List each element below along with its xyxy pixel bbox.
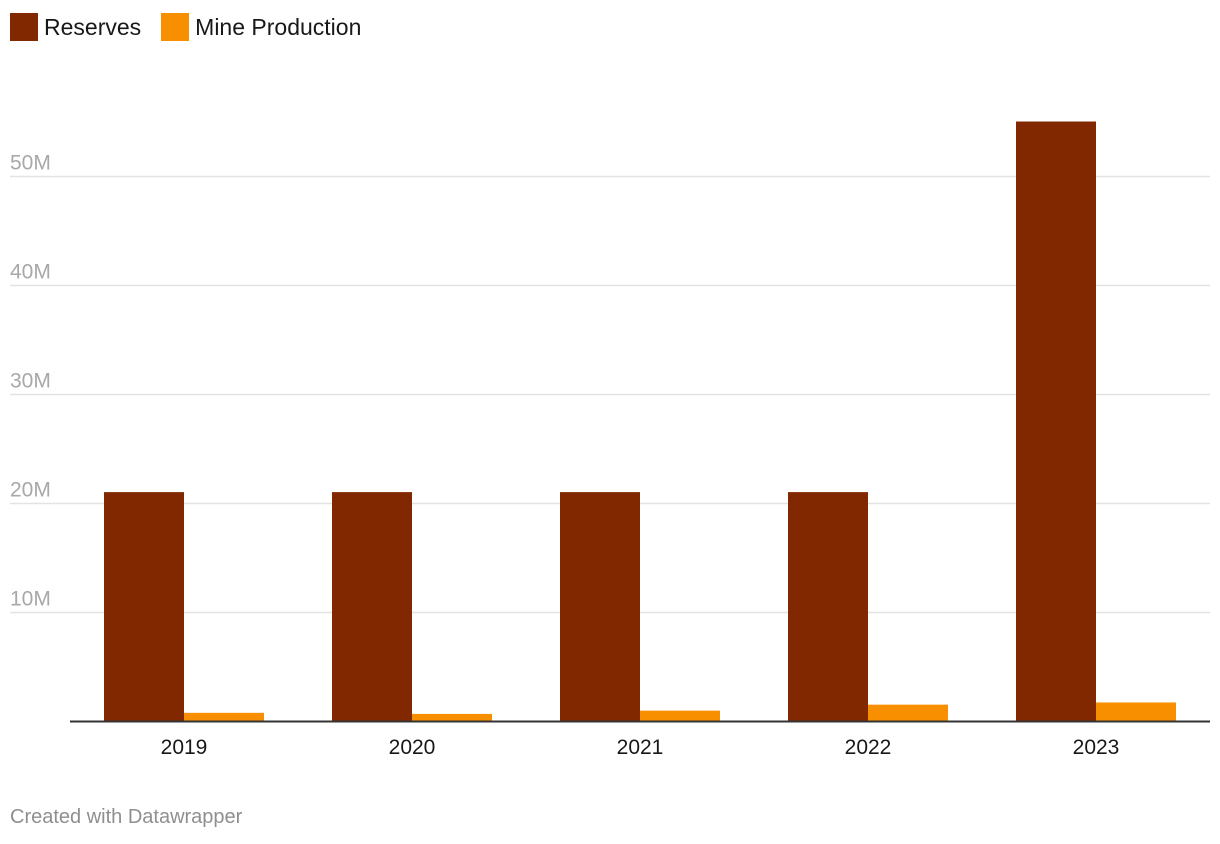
x-tick-label: 2020 <box>389 736 436 759</box>
bar-mine-production-2023 <box>1096 702 1176 721</box>
y-tick-label: 30M <box>10 370 51 393</box>
y-tick-label: 40M <box>10 261 51 284</box>
bar-reserves-2023 <box>1016 121 1096 721</box>
bar-mine-production-2019 <box>184 712 264 721</box>
bar-mine-production-2020 <box>412 713 492 721</box>
y-tick-label: 10M <box>10 588 51 611</box>
legend-label-mine-production: Mine Production <box>195 14 362 40</box>
bar-reserves-2022 <box>788 492 868 721</box>
bar-mine-production-2021 <box>640 710 720 721</box>
legend-swatch-reserves <box>10 13 38 41</box>
bar-reserves-2019 <box>104 492 184 721</box>
legend-swatch-mine-production <box>161 13 190 41</box>
y-tick-label: 50M <box>10 152 51 175</box>
bar-reserves-2020 <box>332 492 412 721</box>
chart-credit: Created with Datawrapper <box>10 806 243 828</box>
legend-item-mine-production: Mine Production <box>161 11 361 43</box>
x-tick-label: 2019 <box>161 736 208 759</box>
bar-mine-production-2022 <box>868 704 948 721</box>
chart-legend: Reserves Mine Production <box>10 11 361 43</box>
legend-label-reserves: Reserves <box>44 14 142 40</box>
bar-reserves-2021 <box>560 492 640 721</box>
x-tick-label: 2023 <box>1073 736 1120 759</box>
x-tick-label: 2022 <box>845 736 892 759</box>
legend-item-reserves: Reserves <box>10 11 141 43</box>
y-tick-label: 20M <box>10 479 51 502</box>
x-tick-label: 2021 <box>617 736 664 759</box>
